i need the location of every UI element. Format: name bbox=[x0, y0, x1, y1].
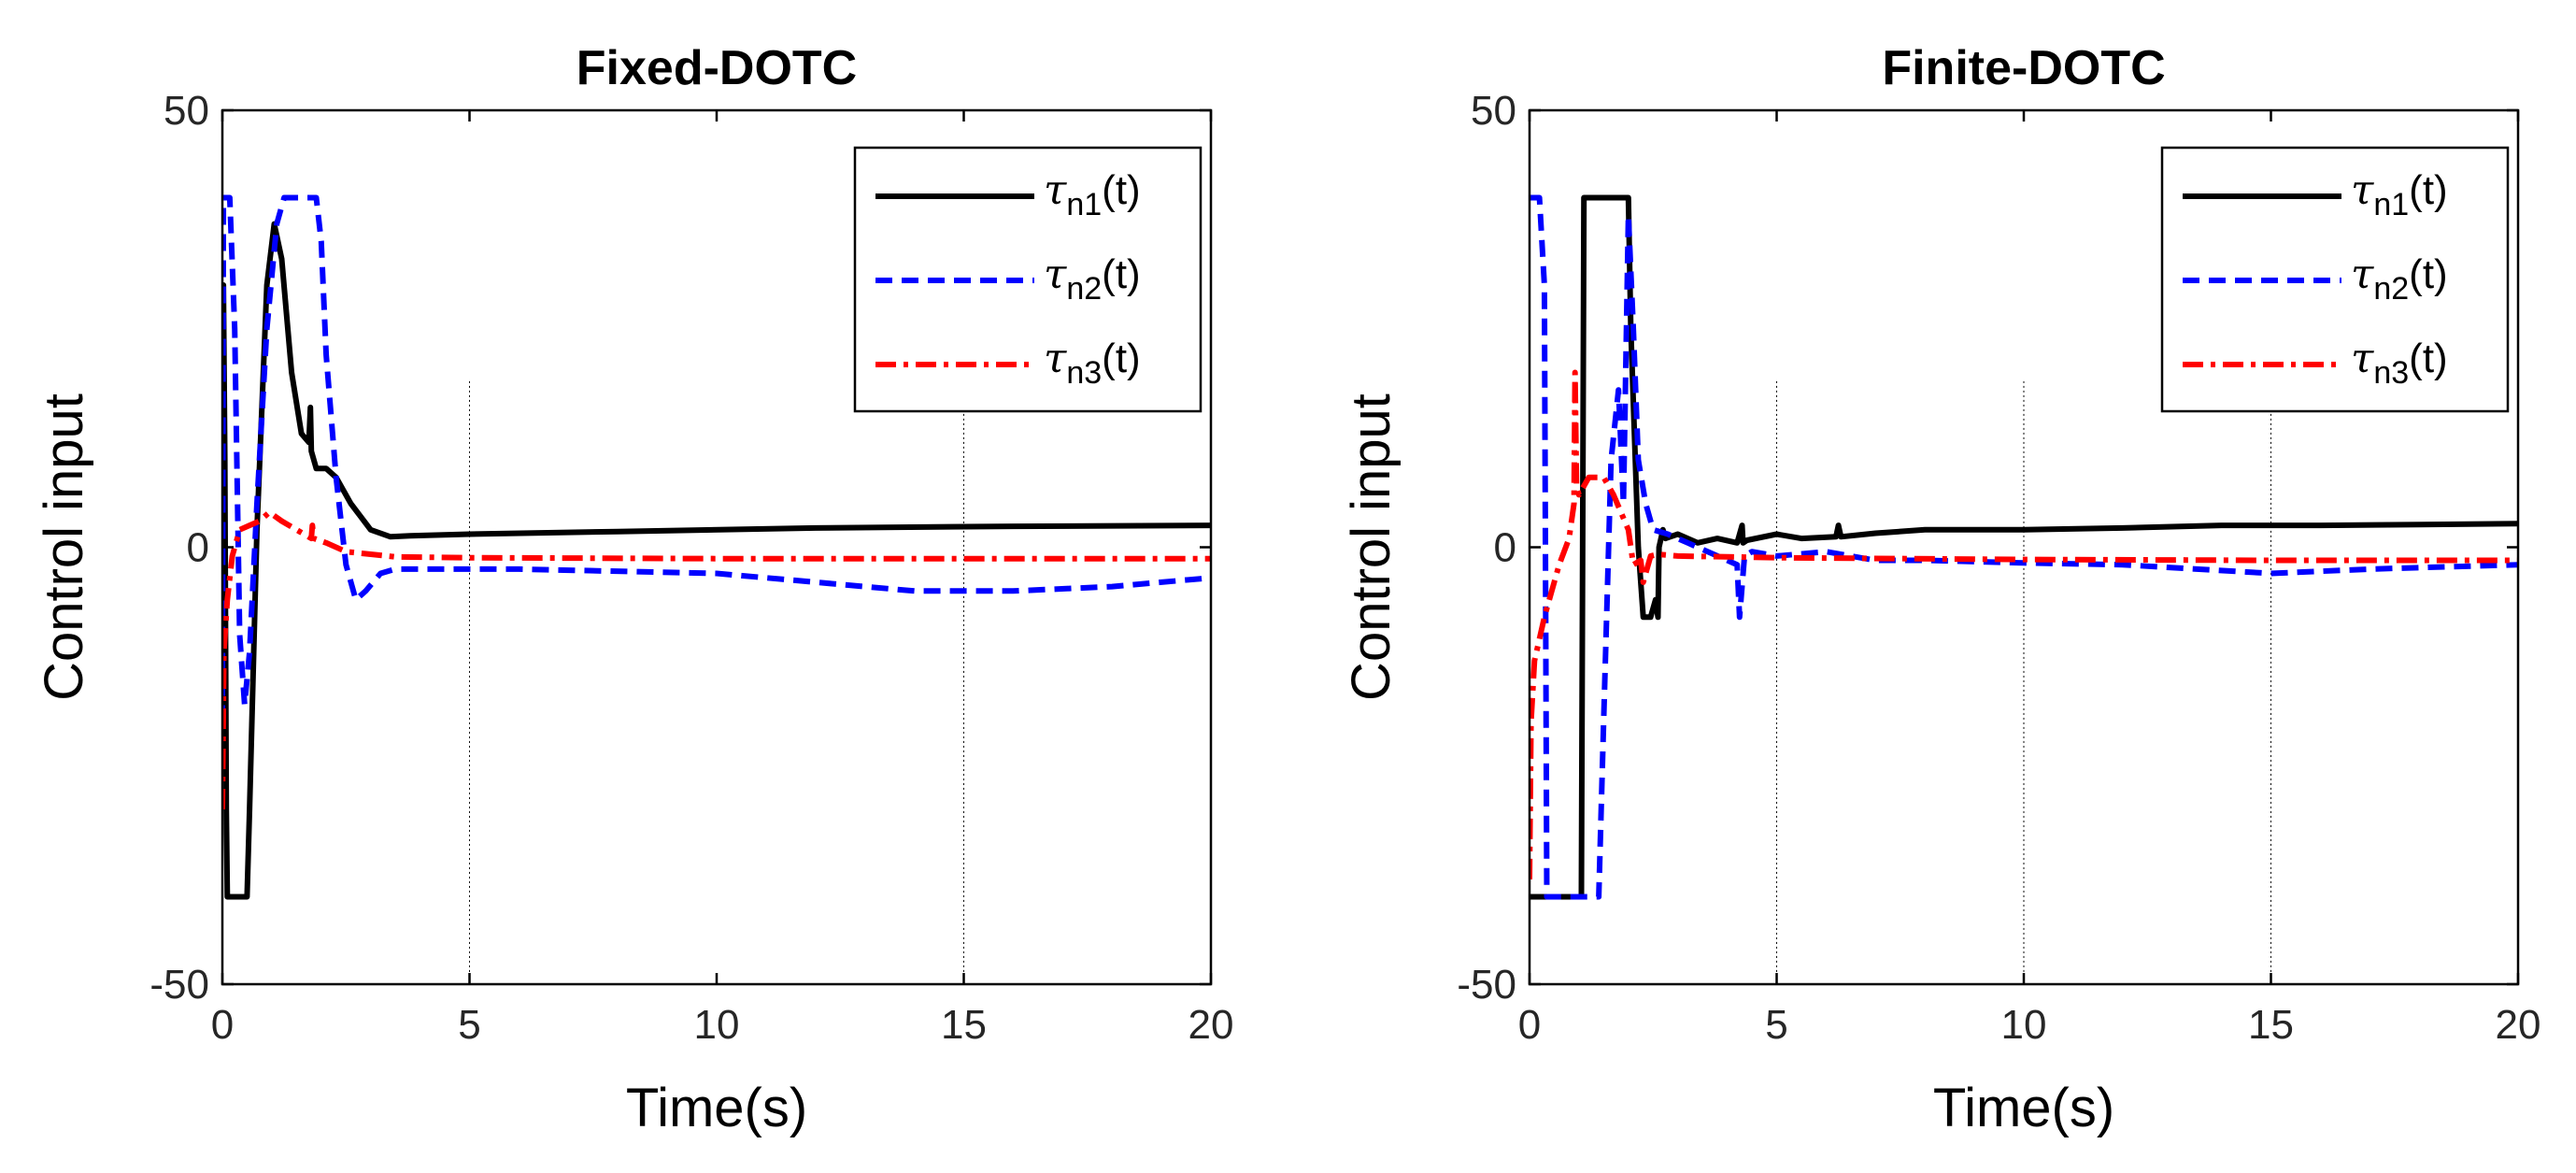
legend-label-n1: τn1(t) bbox=[2351, 166, 2448, 222]
legend-label-n3: τn3(t) bbox=[1044, 335, 1141, 391]
x-tick-label: 10 bbox=[2001, 1002, 2047, 1048]
y-tick-label: 50 bbox=[164, 88, 209, 134]
legend-label-n2: τn2(t) bbox=[1044, 250, 1141, 307]
x-axis-label: Time(s) bbox=[1933, 1078, 2114, 1138]
x-tick-label: 10 bbox=[694, 1002, 740, 1048]
x-tick-label: 5 bbox=[1765, 1002, 1787, 1048]
x-tick-label: 20 bbox=[2496, 1002, 2541, 1048]
y-tick-label: 0 bbox=[1494, 525, 1516, 571]
series-line-n1 bbox=[1530, 194, 2518, 900]
y-tick-label: 0 bbox=[187, 525, 209, 571]
x-tick-label: 5 bbox=[458, 1002, 480, 1048]
series-group bbox=[1530, 194, 2518, 900]
series-line-n3 bbox=[222, 509, 1211, 810]
series-line-n2 bbox=[222, 194, 1211, 722]
x-tick-label: 0 bbox=[1518, 1002, 1541, 1048]
legend: τn1(t) τn2(t) τn3(t) bbox=[853, 146, 1203, 413]
y-axis-label: Control input bbox=[34, 393, 94, 701]
legend-label-n3: τn3(t) bbox=[2351, 335, 2448, 391]
x-tick-label: 15 bbox=[941, 1002, 987, 1048]
x-tick-label: 20 bbox=[1188, 1002, 1234, 1048]
chart-panel-2: 0 5 10 15 20-50050Finite-DOTCTime(s)Control … bbox=[1341, 41, 2540, 1138]
x-axis-label: Time(s) bbox=[626, 1078, 807, 1138]
legend-label-n1: τn1(t) bbox=[1044, 166, 1141, 222]
x-tick-label: 0 bbox=[211, 1002, 234, 1048]
series-line-n2 bbox=[1530, 194, 2518, 900]
y-axis-label: Control input bbox=[1341, 393, 1402, 701]
x-tick-label: 15 bbox=[2248, 1002, 2294, 1048]
chart-title: Fixed-DOTC bbox=[576, 41, 857, 95]
legend: τn1(t) τn2(t) τn3(t) bbox=[2160, 146, 2510, 413]
series-line-n1 bbox=[222, 221, 1211, 900]
chart-title: Finite-DOTC bbox=[1882, 41, 2165, 95]
y-tick-label: 50 bbox=[1471, 88, 1516, 134]
y-tick-label: -50 bbox=[149, 962, 209, 1008]
y-tick-label: -50 bbox=[1457, 962, 1516, 1008]
legend-label-n2: τn2(t) bbox=[2351, 250, 2448, 307]
series-group bbox=[222, 194, 1211, 900]
